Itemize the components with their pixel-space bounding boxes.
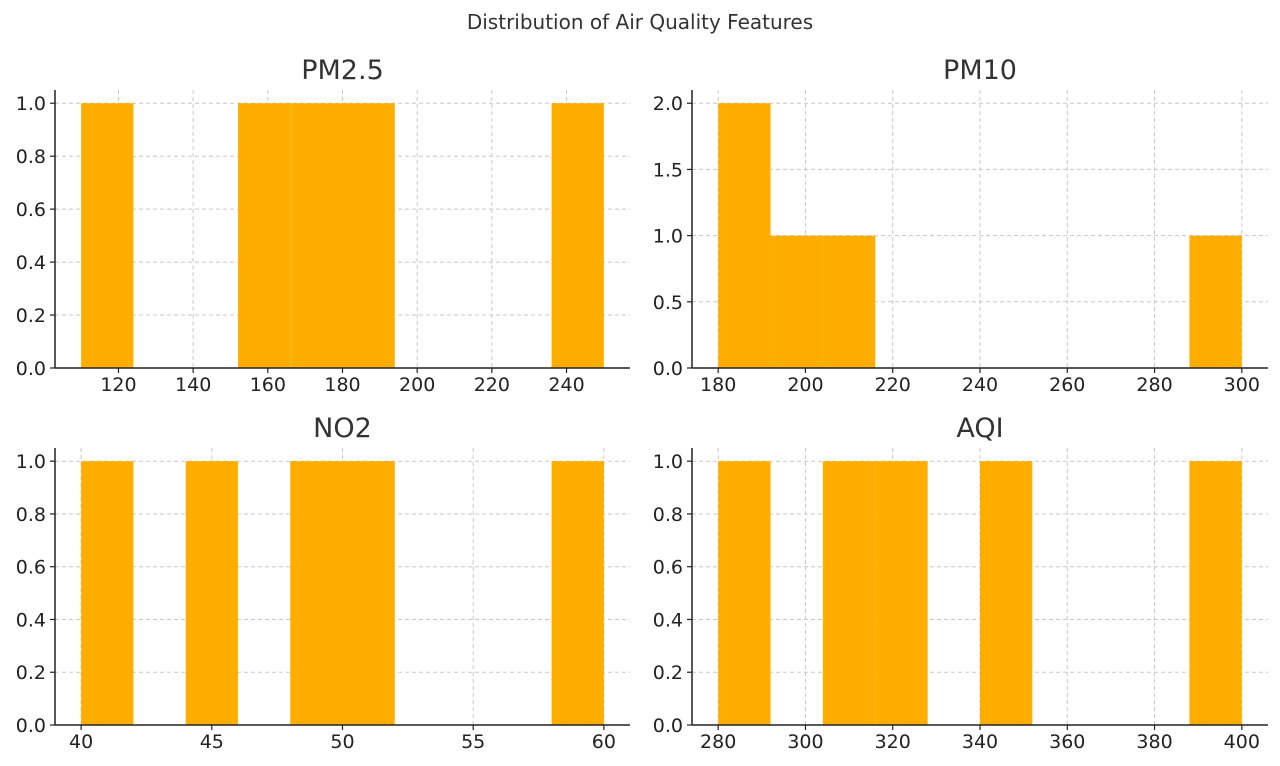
aqi-bar-1 bbox=[822, 461, 876, 725]
no2-ytick-label-2: 0.4 bbox=[16, 609, 46, 631]
aqi-bar-2 bbox=[875, 461, 928, 725]
pm25-xtick-label-0: 120 bbox=[100, 374, 136, 396]
aqi-ytick-label-2: 0.4 bbox=[653, 609, 683, 631]
panel-pm25: 120 140 160 180 200 220 240 0.0 0.2 0.4 0.6 0.8 1.0 P… bbox=[16, 55, 630, 396]
pm10-xtick-label-2: 220 bbox=[875, 374, 911, 396]
pm25-ytick-label-3: 0.6 bbox=[16, 199, 46, 221]
no2-bar-3 bbox=[342, 461, 395, 725]
pm10-bar-3 bbox=[1189, 235, 1242, 368]
panel-no2: 40 45 50 55 60 0.0 0.2 0.4 0.6 0.8 1.0 NO2 bbox=[16, 413, 630, 753]
pm10-ytick-label-2: 1.0 bbox=[653, 226, 683, 248]
no2-xtick-label-2: 50 bbox=[330, 731, 354, 753]
pm25-xtick-label-6: 240 bbox=[548, 374, 584, 396]
aqi-xtick-label-0: 280 bbox=[700, 731, 736, 753]
no2-xtick-label-0: 40 bbox=[69, 731, 93, 753]
no2-ytick-label-1: 0.2 bbox=[16, 662, 46, 684]
pm25-bar-3 bbox=[342, 103, 395, 368]
no2-xtick-label-3: 55 bbox=[461, 731, 485, 753]
no2-xtick-label-4: 60 bbox=[592, 731, 616, 753]
pm25-ytick-label-5: 1.0 bbox=[16, 93, 46, 115]
no2-bar-2 bbox=[290, 461, 343, 725]
pm25-xtick-label-1: 140 bbox=[175, 374, 211, 396]
pm25-ytick-label-2: 0.4 bbox=[16, 252, 46, 274]
no2-panel-title: NO2 bbox=[313, 413, 372, 444]
aqi-xtick-label-1: 300 bbox=[787, 731, 823, 753]
pm25-xtick-label-4: 200 bbox=[399, 374, 435, 396]
panel-pm10: 180 200 220 240 260 280 300 0.0 0.5 1.0 1.5 2.0 PM10 bbox=[653, 55, 1268, 396]
aqi-bar-3 bbox=[980, 461, 1033, 725]
pm10-xtick-label-4: 260 bbox=[1049, 374, 1085, 396]
pm25-ytick-label-1: 0.2 bbox=[16, 305, 46, 327]
pm10-ytick-label-0: 0.0 bbox=[653, 358, 683, 380]
aqi-ytick-label-0: 0.0 bbox=[653, 715, 683, 737]
aqi-ytick-label-5: 1.0 bbox=[653, 451, 683, 473]
pm10-xtick-label-1: 200 bbox=[787, 374, 823, 396]
pm25-ytick-label-0: 0.0 bbox=[16, 358, 46, 380]
aqi-panel-title: AQI bbox=[956, 413, 1003, 444]
pm25-xtick-label-3: 180 bbox=[324, 374, 360, 396]
pm10-ytick-label-1: 0.5 bbox=[653, 292, 683, 314]
pm25-bar-1 bbox=[237, 103, 291, 368]
no2-bar-4 bbox=[551, 461, 604, 725]
aqi-xtick-label-5: 380 bbox=[1136, 731, 1172, 753]
pm10-xtick-label-3: 240 bbox=[962, 374, 998, 396]
pm25-xtick-label-5: 220 bbox=[474, 374, 510, 396]
aqi-xtick-label-4: 360 bbox=[1049, 731, 1085, 753]
pm25-bar-0 bbox=[81, 103, 134, 368]
pm25-ytick-label-4: 0.8 bbox=[16, 146, 46, 168]
aqi-ytick-label-1: 0.2 bbox=[653, 662, 683, 684]
no2-ytick-label-0: 0.0 bbox=[16, 715, 46, 737]
pm25-panel-title: PM2.5 bbox=[301, 55, 384, 86]
no2-bar-0 bbox=[81, 461, 134, 725]
pm10-bar-0 bbox=[718, 103, 771, 368]
pm25-xtick-label-2: 160 bbox=[250, 374, 286, 396]
no2-ytick-label-3: 0.6 bbox=[16, 557, 46, 579]
no2-ytick-label-4: 0.8 bbox=[16, 504, 46, 526]
pm10-bar-1 bbox=[770, 235, 823, 368]
aqi-xtick-label-6: 400 bbox=[1224, 731, 1260, 753]
figure-title: Distribution of Air Quality Features bbox=[467, 10, 813, 34]
pm10-panel-title: PM10 bbox=[943, 55, 1017, 86]
aqi-bar-4 bbox=[1189, 461, 1242, 725]
panel-aqi: 280 300 320 340 360 380 400 0.0 0.2 0.4 0.6 0.8 1.0 A… bbox=[653, 413, 1268, 753]
aqi-xtick-label-3: 340 bbox=[962, 731, 998, 753]
pm10-xtick-label-6: 300 bbox=[1224, 374, 1260, 396]
aqi-ytick-label-4: 0.8 bbox=[653, 504, 683, 526]
no2-ytick-label-5: 1.0 bbox=[16, 451, 46, 473]
pm10-bar-2 bbox=[822, 235, 876, 368]
pm10-ytick-label-4: 2.0 bbox=[653, 93, 683, 115]
pm25-bar-4 bbox=[551, 103, 604, 368]
aqi-bar-0 bbox=[718, 461, 771, 725]
pm10-xtick-label-5: 280 bbox=[1136, 374, 1172, 396]
aqi-ytick-label-3: 0.6 bbox=[653, 557, 683, 579]
no2-xtick-label-1: 45 bbox=[200, 731, 224, 753]
pm10-ytick-label-3: 1.5 bbox=[653, 159, 683, 181]
aqi-xtick-label-2: 320 bbox=[875, 731, 911, 753]
pm10-xtick-label-0: 180 bbox=[700, 374, 736, 396]
no2-bar-1 bbox=[185, 461, 238, 725]
pm25-bar-2 bbox=[290, 103, 343, 368]
